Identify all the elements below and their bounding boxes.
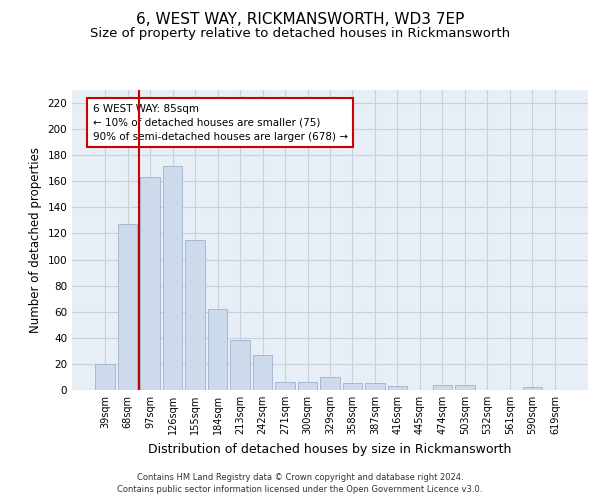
Text: Size of property relative to detached houses in Rickmansworth: Size of property relative to detached ho… [90, 28, 510, 40]
Text: Distribution of detached houses by size in Rickmansworth: Distribution of detached houses by size … [148, 442, 512, 456]
Bar [140, 178, 160, 390]
Bar [253, 355, 272, 390]
Bar [365, 384, 385, 390]
Bar [433, 385, 452, 390]
Bar [95, 364, 115, 390]
Y-axis label: Number of detached properties: Number of detached properties [29, 147, 42, 333]
Bar [523, 388, 542, 390]
Bar [343, 384, 362, 390]
Bar [320, 377, 340, 390]
Bar [388, 386, 407, 390]
Bar [275, 382, 295, 390]
Bar [118, 224, 137, 390]
Bar [185, 240, 205, 390]
Bar [230, 340, 250, 390]
Bar [455, 385, 475, 390]
Text: 6 WEST WAY: 85sqm
← 10% of detached houses are smaller (75)
90% of semi-detached: 6 WEST WAY: 85sqm ← 10% of detached hous… [92, 104, 347, 142]
Text: Contains HM Land Registry data © Crown copyright and database right 2024.: Contains HM Land Registry data © Crown c… [137, 472, 463, 482]
Bar [208, 309, 227, 390]
Bar [298, 382, 317, 390]
Bar [163, 166, 182, 390]
Text: 6, WEST WAY, RICKMANSWORTH, WD3 7EP: 6, WEST WAY, RICKMANSWORTH, WD3 7EP [136, 12, 464, 28]
Text: Contains public sector information licensed under the Open Government Licence v3: Contains public sector information licen… [118, 485, 482, 494]
